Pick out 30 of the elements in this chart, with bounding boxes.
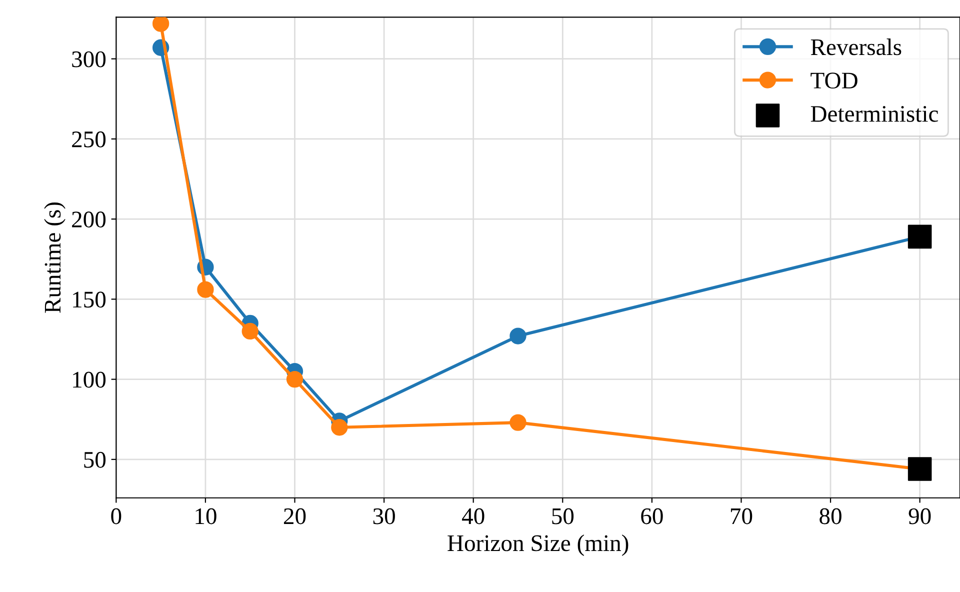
x-tick-label: 30 — [373, 508, 395, 524]
y-tick-label: 200 — [72, 212, 106, 228]
point — [197, 281, 214, 298]
legend-label: TOD — [810, 72, 858, 89]
legend-label: Reversals — [810, 38, 902, 56]
point — [286, 370, 304, 388]
x-tick-label: 20 — [284, 508, 306, 524]
y-tick-label: 50 — [84, 452, 106, 468]
y-tick-label: 100 — [73, 372, 106, 388]
x-tick-label: 60 — [641, 508, 663, 524]
y-axis-title: Runtime (s) — [44, 202, 66, 313]
y-tick-label: 150 — [73, 292, 106, 308]
x-axis-title: Horizon Size (min) — [448, 534, 628, 556]
point — [510, 414, 526, 431]
point — [908, 224, 932, 249]
x-tick-label: 90 — [908, 508, 931, 524]
y-tick-label: 250 — [72, 131, 106, 148]
x-tick-label: 10 — [196, 508, 216, 524]
x-tick-label: 50 — [552, 508, 574, 524]
legend-label: Deterministic — [810, 106, 938, 122]
point — [152, 17, 170, 32]
point — [908, 457, 932, 481]
x-tick-label: 40 — [462, 508, 484, 524]
x-tick-label: 70 — [730, 508, 752, 524]
x-tick-label: 80 — [820, 508, 842, 524]
point — [331, 419, 348, 436]
x-tick-label: 0 — [111, 508, 122, 524]
point — [242, 322, 258, 340]
y-tick-label: 300 — [72, 51, 106, 68]
point — [510, 328, 526, 344]
